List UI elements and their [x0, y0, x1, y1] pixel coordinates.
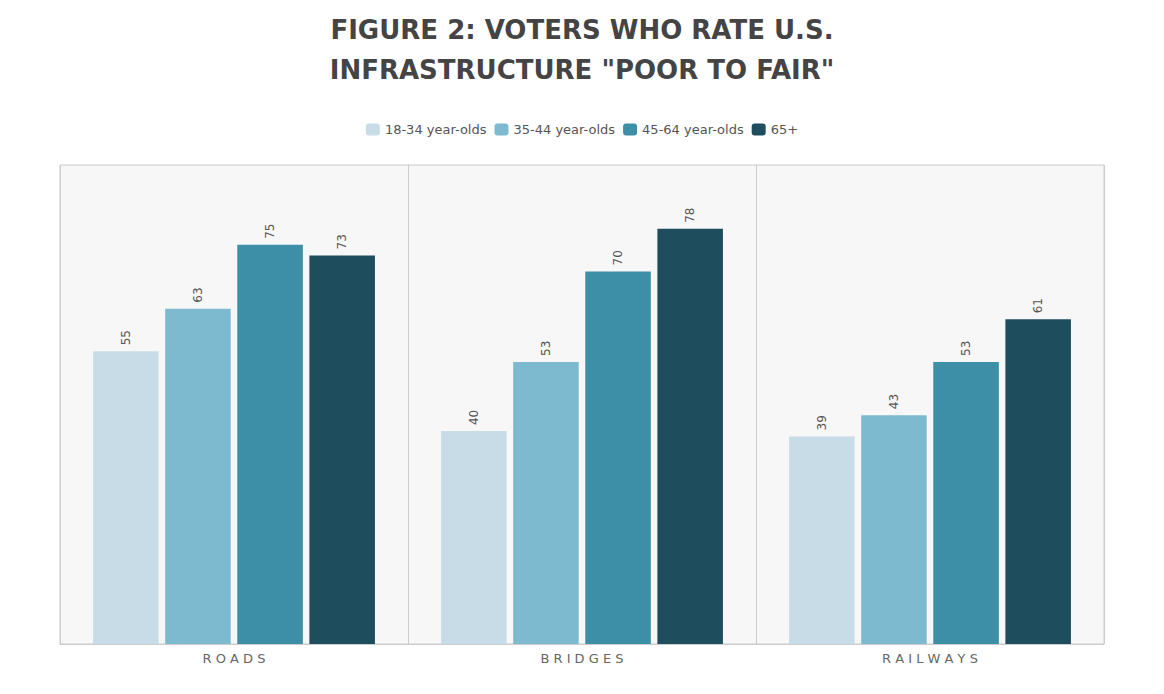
svg-text:70: 70: [611, 250, 625, 265]
svg-text:43: 43: [887, 394, 901, 409]
svg-text:61: 61: [1031, 298, 1045, 313]
svg-text:75: 75: [263, 224, 277, 239]
svg-text:R A I L W A Y S: R A I L W A Y S: [882, 651, 978, 666]
svg-text:FIGURE 2: VOTERS WHO RATE U.S.: FIGURE 2: VOTERS WHO RATE U.S.: [330, 15, 833, 45]
svg-text:18-34 year-olds: 18-34 year-olds: [385, 122, 487, 137]
svg-text:78: 78: [683, 208, 697, 223]
svg-text:39: 39: [815, 415, 829, 430]
svg-text:B R I D G E S: B R I D G E S: [540, 651, 623, 666]
svg-text:40: 40: [467, 410, 481, 425]
svg-text:73: 73: [335, 234, 349, 249]
svg-text:53: 53: [959, 341, 973, 356]
svg-text:R O A D S: R O A D S: [203, 651, 266, 666]
svg-text:45-64 year-olds: 45-64 year-olds: [642, 122, 744, 137]
svg-text:53: 53: [539, 341, 553, 356]
svg-text:INFRASTRUCTURE "POOR TO FAIR": INFRASTRUCTURE "POOR TO FAIR": [330, 55, 835, 85]
svg-text:35-44 year-olds: 35-44 year-olds: [513, 122, 615, 137]
svg-text:63: 63: [191, 287, 205, 302]
svg-text:55: 55: [119, 330, 133, 345]
svg-text:65+: 65+: [771, 122, 798, 137]
